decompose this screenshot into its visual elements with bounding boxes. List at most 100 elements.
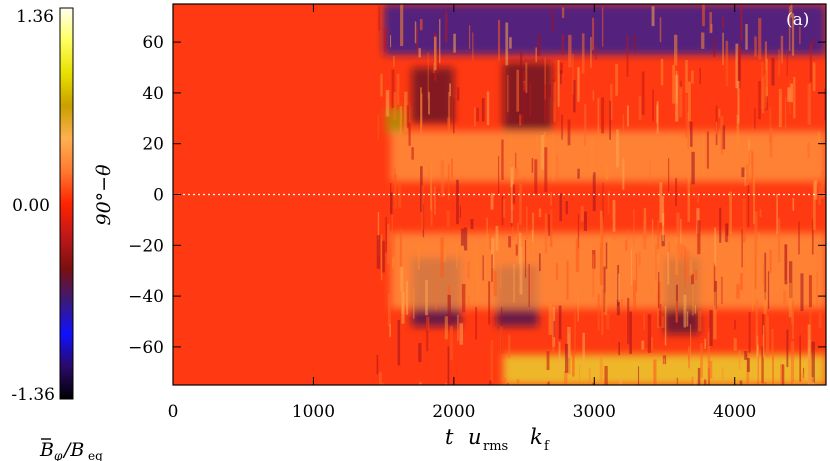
heatmap-streak [675, 178, 678, 207]
heatmap-streak [457, 315, 459, 341]
colorbar-title-eq-sub: eq [88, 449, 103, 461]
heatmap-streak [637, 366, 640, 385]
heatmap-streak [393, 92, 397, 121]
heatmap-streak [575, 238, 580, 272]
heatmap-streak [528, 264, 530, 308]
heatmap-streak [680, 80, 682, 89]
heatmap-streak [814, 180, 818, 200]
heatmap-streak [607, 190, 610, 215]
y-tick-label: 40 [142, 84, 164, 104]
heatmap-streak [439, 19, 441, 64]
heatmap-streak [680, 244, 684, 259]
heatmap-streak [383, 27, 387, 52]
heatmap-streak [481, 98, 485, 122]
heatmap-streak [495, 225, 499, 251]
heatmap-streak [690, 274, 694, 285]
heatmap-streak [780, 364, 784, 385]
heatmap-streak [378, 6, 380, 31]
heatmap-streak [504, 378, 507, 385]
heatmap-streak [561, 34, 564, 55]
heatmap-streak [558, 305, 562, 340]
heatmap-streak [473, 107, 476, 127]
heatmap-streak [419, 381, 422, 385]
heatmap-streak [397, 320, 401, 366]
heatmap-streak [491, 237, 495, 269]
heatmap-streak [721, 276, 723, 305]
heatmap-streak [689, 260, 693, 276]
heatmap-streak [399, 228, 402, 267]
heatmap-streak [759, 208, 762, 218]
heatmap-streak [769, 249, 772, 273]
heatmap-streak [573, 80, 576, 113]
heatmap-streak [697, 367, 701, 385]
heatmap-streak [762, 264, 765, 285]
heatmap-streak [755, 299, 759, 346]
heatmap-streak [493, 271, 497, 296]
heatmap-streak [508, 236, 512, 248]
heatmap-streak [514, 168, 519, 178]
heatmap-streak [515, 244, 518, 256]
heatmap-streak [758, 18, 762, 60]
heatmap-streak [522, 70, 525, 92]
heatmap-streak [417, 245, 420, 270]
heatmap-streak [391, 69, 395, 109]
heatmap-streak [783, 290, 787, 305]
heatmap-streak [418, 342, 422, 362]
heatmap-streak [686, 178, 688, 190]
heatmap-streak [725, 40, 729, 87]
heatmap-streak [561, 114, 563, 140]
heatmap-streak [784, 244, 788, 285]
heatmap-streak [633, 280, 637, 311]
heatmap-streak [453, 98, 455, 134]
heatmap-streak [627, 297, 630, 344]
heatmap-streak [715, 121, 718, 135]
heatmap-streak [394, 168, 396, 200]
heatmap-streak [404, 91, 408, 132]
x-tick-label: 0 [168, 402, 179, 422]
heatmap-streak [685, 94, 688, 138]
heatmap-streak [798, 221, 800, 255]
heatmap-streak [443, 247, 447, 262]
heatmap-streak [820, 170, 825, 199]
heatmap-streak [588, 368, 591, 385]
heatmap-streak [724, 223, 729, 243]
heatmap-streak [693, 377, 697, 385]
heatmap-streak [453, 33, 456, 53]
heatmap-streak [592, 254, 595, 298]
heatmap-streak [807, 142, 810, 158]
heatmap-streak [567, 119, 571, 146]
heatmap-streak [708, 360, 713, 379]
x-tick-label: 4000 [713, 402, 756, 422]
y-tick-label: 0 [153, 186, 164, 206]
heatmap-streak [507, 335, 511, 358]
heatmap-streak [622, 114, 625, 132]
x-tick-label: 2000 [432, 402, 475, 422]
heatmap-streak [688, 348, 690, 369]
heatmap-streak [440, 237, 444, 278]
heatmap-streak [686, 249, 690, 281]
heatmap-streak [571, 350, 575, 377]
colorbar: 1.36 0.00 -1.36 B φ /B eq [11, 7, 103, 461]
heatmap-streak [653, 359, 657, 385]
heatmap-streak [377, 114, 379, 140]
panel-label: (a) [786, 10, 809, 30]
heatmap-streak [781, 364, 785, 385]
heatmap-streak [799, 335, 802, 382]
heatmap-streak [662, 196, 665, 226]
heatmap-streak [706, 131, 709, 169]
heatmap-streak [816, 272, 818, 308]
heatmap-streak [377, 211, 380, 240]
heatmap-streak [500, 261, 502, 289]
heatmap-streak [449, 83, 452, 97]
heatmap-streak [381, 382, 385, 385]
heatmap-streak [647, 314, 652, 353]
heatmap-streak [509, 37, 512, 49]
heatmap-streak [510, 177, 513, 224]
heatmap-streak [501, 139, 504, 180]
heatmap-streak [661, 316, 665, 329]
heatmap-streak [519, 114, 522, 126]
heatmap-streak [811, 341, 815, 383]
heatmap-streak [535, 135, 539, 152]
heatmap-streak [505, 22, 509, 66]
